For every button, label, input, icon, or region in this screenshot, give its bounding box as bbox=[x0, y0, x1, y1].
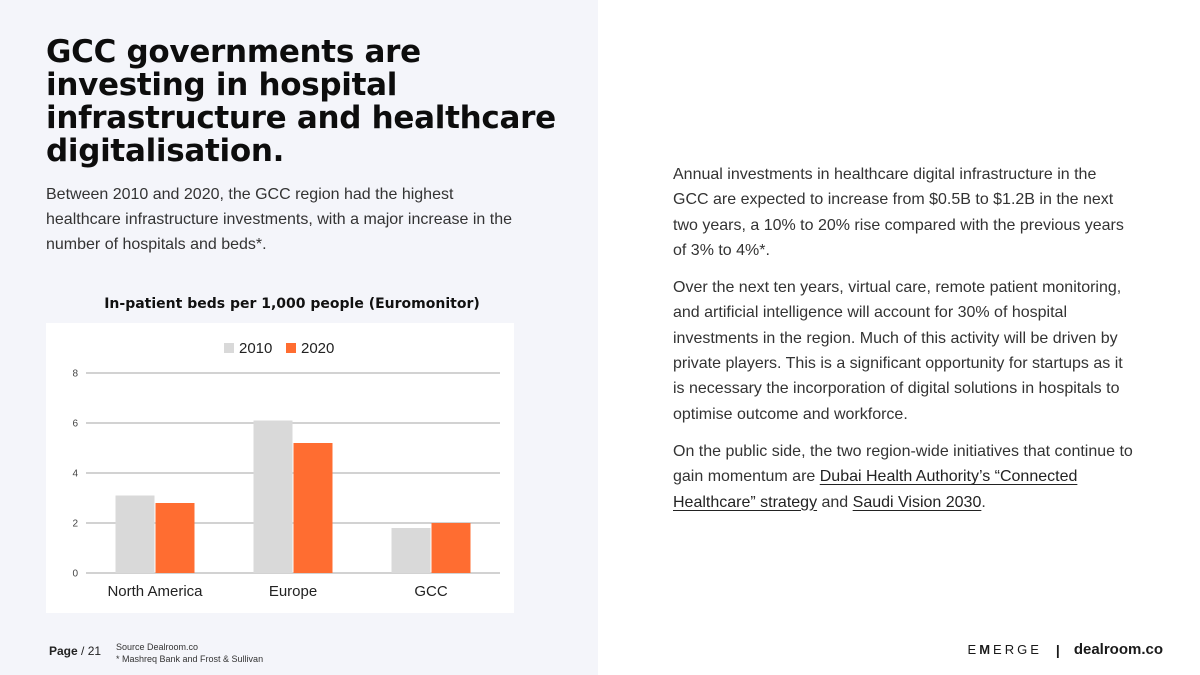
p3-end: . bbox=[981, 493, 986, 511]
source-line: Source Dealroom.co bbox=[116, 642, 199, 652]
bar-chart: 0 2 4 6 8 North America Europe GCC 2010 2020 bbox=[46, 323, 514, 613]
chart-svg: 0 2 4 6 8 North America Europe GCC 2010 2020 bbox=[72, 340, 500, 600]
legend-label-2020: 2020 bbox=[301, 340, 334, 357]
footnote-line: * Mashreq Bank and Frost & Sullivan bbox=[116, 654, 264, 664]
intro-paragraph: Between 2010 and 2020, the GCC region ha… bbox=[46, 186, 512, 253]
page-count: / 21 bbox=[81, 644, 102, 658]
paragraph-public-initiatives: On the public side, the two region-wide … bbox=[673, 439, 1135, 515]
bar-2020-europe bbox=[293, 443, 333, 573]
chart-title: In-patient beds per 1,000 people (Euromo… bbox=[104, 296, 480, 312]
page-number: Page / 21 bbox=[49, 644, 101, 658]
source-note: Source Dealroom.co * Mashreq Bank and Fr… bbox=[116, 641, 263, 665]
page-title: GCC governments are investing in hospita… bbox=[46, 34, 556, 169]
bar-2010-europe bbox=[253, 420, 293, 573]
p3-mid: and bbox=[817, 493, 853, 511]
y-tick-label: 0 bbox=[72, 569, 78, 580]
dealroom-logo: dealroom.co bbox=[1073, 641, 1163, 658]
page-label: Page bbox=[49, 644, 78, 658]
x-tick-label: North America bbox=[107, 583, 203, 600]
paragraph-investments: Annual investments in healthcare digital… bbox=[673, 166, 1124, 259]
y-tick-label: 8 bbox=[72, 369, 78, 380]
bar-2010-north-america bbox=[115, 495, 155, 573]
emerge-logo: EMERGE bbox=[967, 642, 1042, 657]
y-tick-label: 4 bbox=[72, 469, 78, 480]
bar-2020-north-america bbox=[155, 503, 195, 573]
brand-logos: EMERGE | dealroom.co bbox=[968, 641, 1163, 658]
right-text-block: Annual investments in healthcare digital… bbox=[673, 162, 1135, 527]
dubai-health-authority-link[interactable]: Dubai Health Authority’s “Connected Heal… bbox=[673, 468, 1078, 511]
x-tick-label: Europe bbox=[269, 583, 317, 600]
bar-2010-gcc bbox=[391, 528, 431, 573]
p3-start: On the public side, the two region-wide … bbox=[673, 442, 1133, 486]
x-tick-label: GCC bbox=[414, 583, 448, 600]
paragraph-virtual-care: Over the next ten years, virtual care, r… bbox=[673, 279, 1123, 423]
legend-swatch-2010 bbox=[224, 343, 234, 353]
y-tick-label: 6 bbox=[72, 419, 78, 430]
legend-swatch-2020 bbox=[286, 343, 296, 353]
brand-separator: | bbox=[1055, 641, 1060, 658]
y-tick-label: 2 bbox=[72, 519, 78, 530]
saudi-vision-2030-link[interactable]: Saudi Vision 2030 bbox=[852, 493, 982, 511]
legend-label-2010: 2010 bbox=[239, 340, 272, 357]
bar-2020-gcc bbox=[431, 523, 471, 573]
